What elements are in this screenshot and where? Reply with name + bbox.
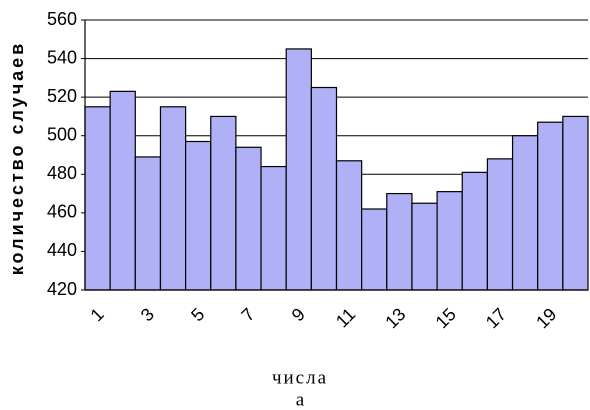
x-tick-label: 19 <box>532 304 560 332</box>
bar <box>486 158 514 291</box>
x-axis-label: числа <box>272 367 328 388</box>
bar <box>285 48 312 291</box>
x-tick-label: 1 <box>87 304 108 325</box>
y-tick-label: 540 <box>47 47 77 67</box>
bar <box>361 208 388 291</box>
y-tick-label: 500 <box>47 124 77 144</box>
bar <box>260 165 287 291</box>
y-tick-label: 560 <box>47 9 77 29</box>
bar <box>84 106 111 291</box>
y-tick-label: 420 <box>47 279 77 299</box>
x-tick-label: 5 <box>187 304 208 325</box>
bar <box>511 135 539 291</box>
x-tick-label: 13 <box>381 304 409 332</box>
bar <box>562 115 589 291</box>
bar <box>210 115 237 291</box>
bar <box>436 191 463 291</box>
bar <box>185 140 212 291</box>
caption: а <box>296 389 305 410</box>
bar <box>461 171 488 291</box>
bar <box>109 90 136 291</box>
bar <box>235 146 262 291</box>
x-tick-label: 7 <box>237 304 258 325</box>
bar <box>310 86 338 291</box>
x-tick-label: 11 <box>332 304 359 331</box>
bar <box>159 106 187 291</box>
y-axis-label: количество случаев <box>7 41 27 275</box>
x-tick-label: 15 <box>432 304 460 332</box>
bar <box>134 156 162 291</box>
bar <box>537 121 564 291</box>
bar <box>411 202 438 291</box>
x-tick-label: 9 <box>288 304 309 325</box>
y-tick-label: 440 <box>47 240 77 260</box>
y-tick-label: 480 <box>47 163 77 183</box>
bar <box>335 160 363 291</box>
bar <box>386 192 413 291</box>
y-tick-label: 460 <box>47 202 77 222</box>
y-tick-label: 520 <box>47 86 77 106</box>
x-tick-label: 17 <box>482 304 510 332</box>
x-tick-label: 3 <box>137 304 158 325</box>
